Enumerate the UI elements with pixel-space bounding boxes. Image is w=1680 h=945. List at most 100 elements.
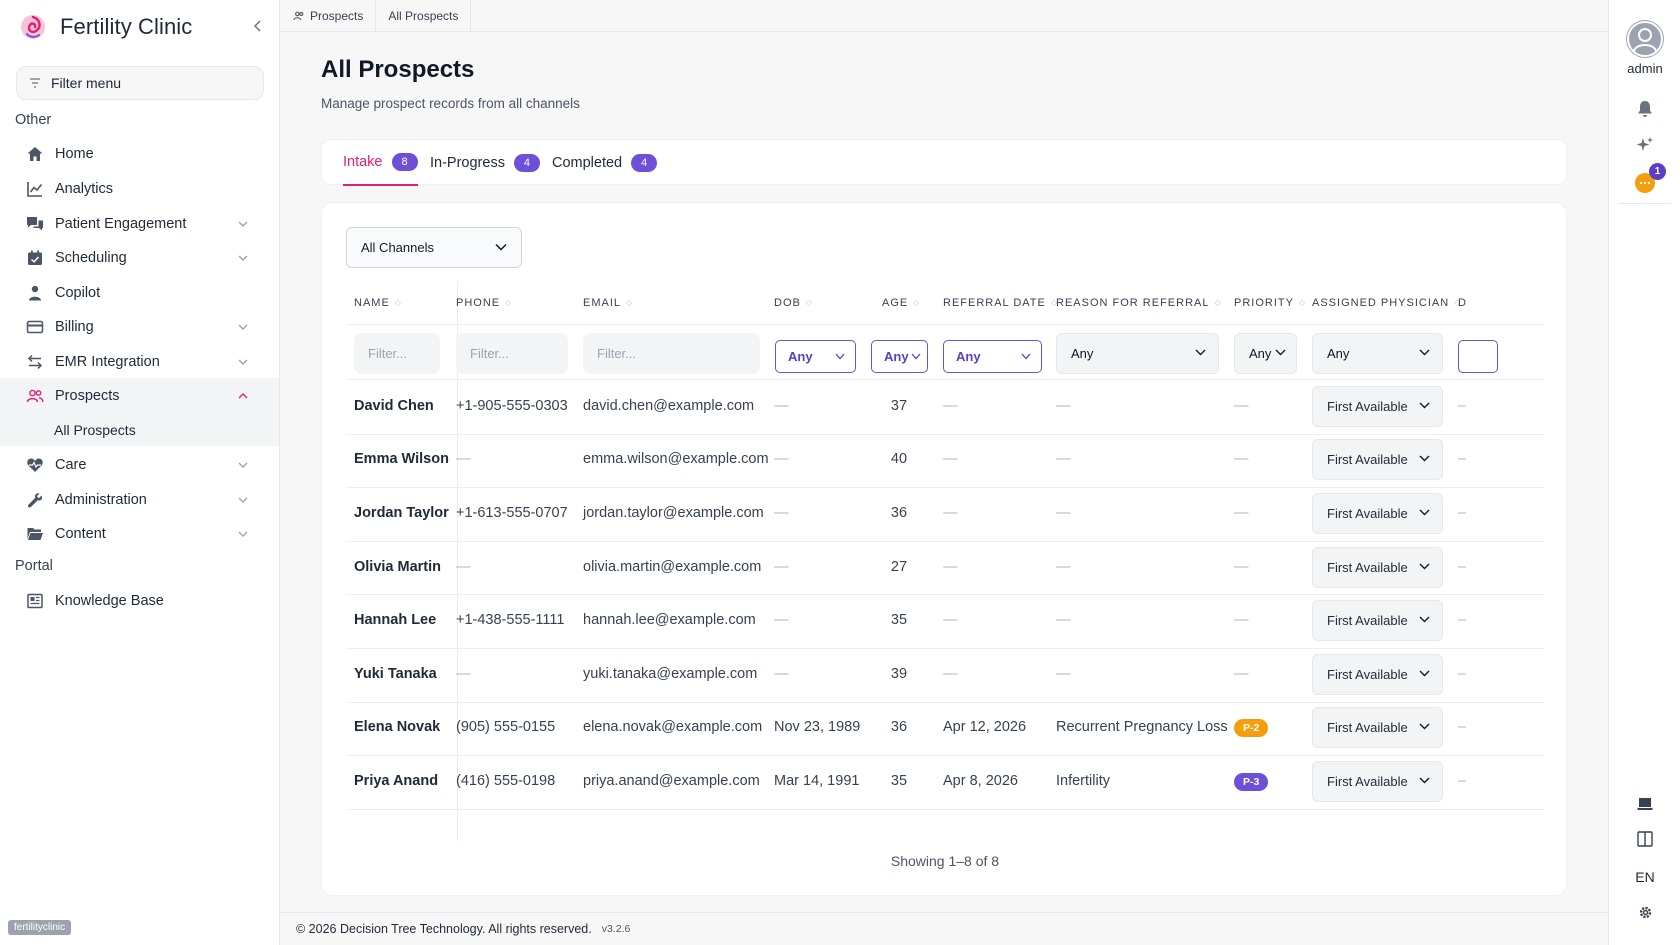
row-divider	[346, 648, 1544, 649]
avatar[interactable]	[1626, 20, 1664, 58]
column-header-age[interactable]: Age ◇	[882, 296, 921, 309]
column-header-referral-date[interactable]: Referral Date ◇	[943, 296, 1059, 309]
prospect-name[interactable]: Olivia Martin	[354, 558, 442, 575]
sidebar-subitem-all-prospects[interactable]: All Prospects	[0, 414, 279, 446]
truncated-filter-select[interactable]	[1458, 340, 1498, 373]
prospect-email: david.chen@example.com	[583, 397, 755, 414]
prospect-name[interactable]: David Chen	[354, 397, 434, 414]
sidebar-item-patient-engagement[interactable]: Patient Engagement	[0, 206, 279, 242]
language-switch[interactable]: EN	[1635, 869, 1655, 885]
tab-label: In-Progress	[430, 155, 505, 171]
assign-physician-select[interactable]: First Available	[1312, 653, 1443, 695]
filter-menu-input[interactable]: Filter menu	[16, 66, 264, 100]
sort-icon: ◇	[805, 298, 813, 307]
assign-physician-select[interactable]: First Available	[1312, 546, 1443, 588]
physician-filter-select[interactable]: Any	[1312, 333, 1443, 374]
reason-filter-select[interactable]: Any	[1056, 333, 1219, 374]
prospect-name[interactable]: Priya Anand	[354, 773, 439, 789]
chevron-down-icon	[911, 353, 921, 360]
sidebar-item-billing[interactable]: Billing	[0, 309, 279, 345]
truncated-cell: –	[1458, 719, 1467, 736]
prospect-phone: —	[456, 665, 471, 682]
assign-physician-select[interactable]: First Available	[1312, 707, 1443, 749]
column-header-email[interactable]: Email ◇	[583, 296, 634, 309]
name-filter-input[interactable]: Filter...	[354, 333, 440, 374]
assign-physician-select[interactable]: First Available	[1312, 493, 1443, 534]
priority-filter-select[interactable]: Any	[1234, 333, 1297, 374]
sidebar-item-emr-integration[interactable]: EMR Integration	[0, 344, 279, 380]
columns-icon[interactable]	[1633, 827, 1657, 851]
assign-physician-select[interactable]: First Available	[1312, 439, 1443, 481]
referral-date-filter-select[interactable]: Any	[943, 340, 1042, 373]
row-divider	[346, 487, 1544, 489]
chevron-down-icon	[238, 497, 248, 503]
sidebar-item-content[interactable]: Content	[0, 516, 279, 552]
tab-intake[interactable]: Intake 8	[343, 140, 418, 186]
sidebar-item-home[interactable]: Home	[0, 136, 279, 172]
row-divider	[346, 755, 1544, 757]
brand[interactable]: Fertility Clinic	[20, 12, 192, 42]
sidebar-item-administration[interactable]: Administration	[0, 482, 279, 518]
filter-menu-label: Filter menu	[51, 75, 122, 91]
assign-physician-select[interactable]: First Available	[1312, 761, 1443, 802]
tab-in-progress[interactable]: In-Progress 4	[430, 140, 540, 186]
prospect-email: jordan.taylor@example.com	[583, 505, 764, 521]
users-icon	[25, 386, 45, 406]
prospect-dob: —	[774, 558, 789, 575]
user-avatar-icon	[1627, 21, 1663, 57]
user-name[interactable]: admin	[1627, 61, 1663, 76]
collapse-sidebar-icon[interactable]	[250, 18, 266, 34]
prospect-reason: —	[1056, 612, 1071, 629]
bell-icon[interactable]	[1633, 97, 1657, 121]
prospect-priority: —	[1234, 612, 1249, 629]
prospect-name[interactable]: Hannah Lee	[354, 612, 437, 629]
breadcrumb-label: All Prospects	[388, 8, 459, 23]
breadcrumb-item-prospects[interactable]: Prospects	[281, 0, 377, 32]
monitor-icon[interactable]	[1633, 792, 1657, 816]
gear-icon[interactable]	[1633, 900, 1657, 924]
assign-physician-select[interactable]: First Available	[1312, 600, 1443, 642]
column-header-phone[interactable]: Phone ◇	[456, 296, 513, 309]
assign-physician-value: First Available	[1327, 398, 1408, 414]
tab-completed[interactable]: Completed 4	[552, 140, 658, 186]
sidebar-item-prospects[interactable]: Prospects	[0, 378, 279, 414]
sparkles-icon[interactable]	[1633, 133, 1657, 157]
column-header-dob[interactable]: DOB ◇	[774, 296, 813, 309]
rail-divider	[1619, 203, 1671, 204]
sort-icon: ◇	[1050, 298, 1059, 307]
dob-filter-select[interactable]: Any	[775, 340, 856, 373]
prospect-email: yuki.tanaka@example.com	[583, 665, 758, 682]
column-header-physician[interactable]: Assigned Physician ◇	[1312, 296, 1462, 309]
chevron-down-icon	[495, 243, 507, 251]
sidebar-item-label: Analytics	[55, 181, 114, 197]
breadcrumb-item-all-prospects[interactable]: All Prospects	[376, 0, 472, 32]
chat-bubbles-icon	[25, 214, 45, 234]
phone-filter-input[interactable]: Filter...	[456, 333, 568, 374]
assign-physician-value: First Available	[1327, 720, 1408, 736]
sidebar-item-copilot[interactable]: Copilot	[0, 275, 279, 311]
prospect-referral-date: —	[943, 451, 958, 468]
email-filter-input[interactable]: Filter...	[583, 333, 760, 374]
chat-icon[interactable]	[1633, 171, 1657, 195]
prospect-name[interactable]: Elena Novak	[354, 719, 441, 736]
sidebar-item-knowledge-base[interactable]: Knowledge Base	[0, 583, 279, 619]
sidebar-item-analytics[interactable]: Analytics	[0, 171, 279, 207]
sort-icon: ◇	[1298, 298, 1307, 307]
column-header-name[interactable]: Name ◇	[354, 296, 402, 309]
channel-select[interactable]: All Channels	[346, 227, 522, 268]
prospect-age: 36	[890, 505, 908, 521]
priority-badge: P-3	[1234, 773, 1269, 791]
column-header-priority[interactable]: Priority ◇	[1234, 296, 1307, 309]
prospect-name[interactable]: Jordan Taylor	[354, 505, 449, 521]
row-divider	[346, 433, 1544, 435]
age-filter-select[interactable]: Any	[871, 340, 928, 373]
column-header-truncated[interactable]: D	[1458, 296, 1467, 309]
sidebar-item-care[interactable]: Care	[0, 447, 279, 483]
sidebar: Fertility Clinic Filter menu Other Home …	[0, 0, 280, 945]
assign-physician-select[interactable]: First Available	[1312, 385, 1443, 427]
prospect-name[interactable]: Yuki Tanaka	[354, 665, 437, 682]
prospect-name[interactable]: Emma Wilson	[354, 451, 449, 468]
column-header-reason[interactable]: Reason for Referral ◇	[1056, 296, 1222, 309]
user-icon	[25, 283, 45, 303]
sidebar-item-scheduling[interactable]: Scheduling	[0, 240, 279, 276]
